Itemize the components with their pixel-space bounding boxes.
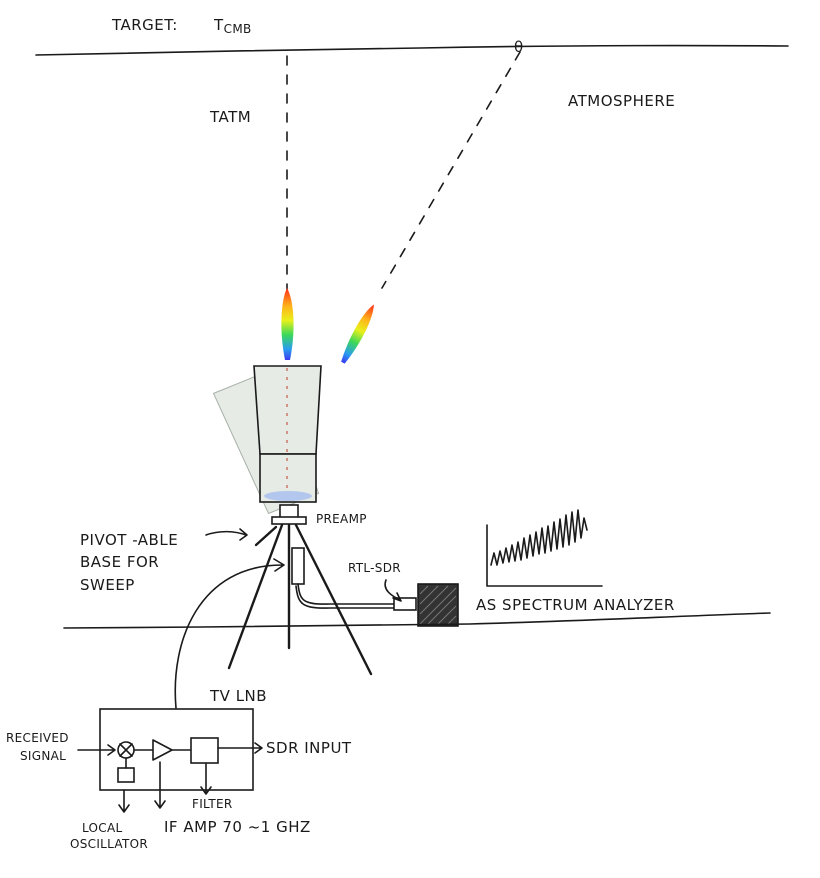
local-oscillator-box <box>117 767 135 783</box>
horn-feed-highlight <box>264 491 312 501</box>
if-amp-label: IF AMP 70 ~1 GHZ <box>164 818 311 836</box>
lnb-module-on-tripod <box>291 547 305 585</box>
theta-label: θ <box>514 38 524 56</box>
atmosphere-label: ATMOSPHERE <box>568 92 675 110</box>
rtl-sdr-arrow <box>384 579 402 602</box>
local-oscillator-arrow <box>118 789 130 813</box>
pivot-label-line1: PIVOT -ABLE <box>80 531 178 549</box>
angled-beam-lobe <box>341 304 374 364</box>
sky-boundary-line <box>35 44 789 56</box>
rtl-sdr-label: RTL-SDR <box>348 561 401 575</box>
filter-box-icon <box>190 737 219 764</box>
local-oscillator-label-line2: OSCILLATOR <box>70 837 148 851</box>
pivot-label-line2: BASE FOR <box>80 553 159 571</box>
target-label: TARGET: <box>111 16 178 34</box>
spectrum-box-hatch <box>419 585 457 625</box>
pivot-label-line3: SWEEP <box>80 576 135 594</box>
pivot-arrow <box>205 528 248 541</box>
coax-cable <box>297 583 396 605</box>
lnb-pointer-arrow <box>174 558 285 709</box>
ground-line <box>63 612 771 629</box>
zenith-beam-lobe <box>281 288 294 360</box>
tripod-handle <box>254 525 278 547</box>
sdr-input-label: SDR INPUT <box>266 739 352 757</box>
if-amp-arrow <box>154 761 166 809</box>
received-signal-label-line1: RECEIVED <box>6 731 69 745</box>
spectrum-analyzer-label: AS SPECTRUM ANALYZER <box>476 596 675 614</box>
tv-lnb-label: TV LNB <box>209 687 267 705</box>
tatm-label: TATM <box>209 108 251 126</box>
tripod-leg-left <box>227 523 284 670</box>
tripod-leg-right <box>294 523 373 676</box>
filter-label: FILTER <box>192 797 233 811</box>
tcmb-subscript: CMB <box>224 22 252 36</box>
tcmb-label: TCMB <box>213 16 252 36</box>
angled-beam-lobe-group <box>341 304 374 364</box>
pivot-plate <box>271 516 307 525</box>
coax-cable-shadow <box>295 585 396 609</box>
received-signal-arrow <box>77 744 116 756</box>
triangle-amp-icon <box>152 739 173 761</box>
received-signal-label-line2: SIGNAL <box>20 749 66 763</box>
filter-arrow <box>200 763 212 795</box>
mixer-x-cross <box>119 743 133 757</box>
preamp-label: PREAMP <box>316 512 367 526</box>
spectrum-axes <box>486 524 603 587</box>
angled-dashed-line <box>381 51 521 289</box>
filter-to-output-arrow <box>217 742 263 754</box>
tcmb-main: T <box>213 16 224 34</box>
local-oscillator-label-line1: LOCAL <box>82 821 122 835</box>
spectrum-trace <box>490 509 588 566</box>
